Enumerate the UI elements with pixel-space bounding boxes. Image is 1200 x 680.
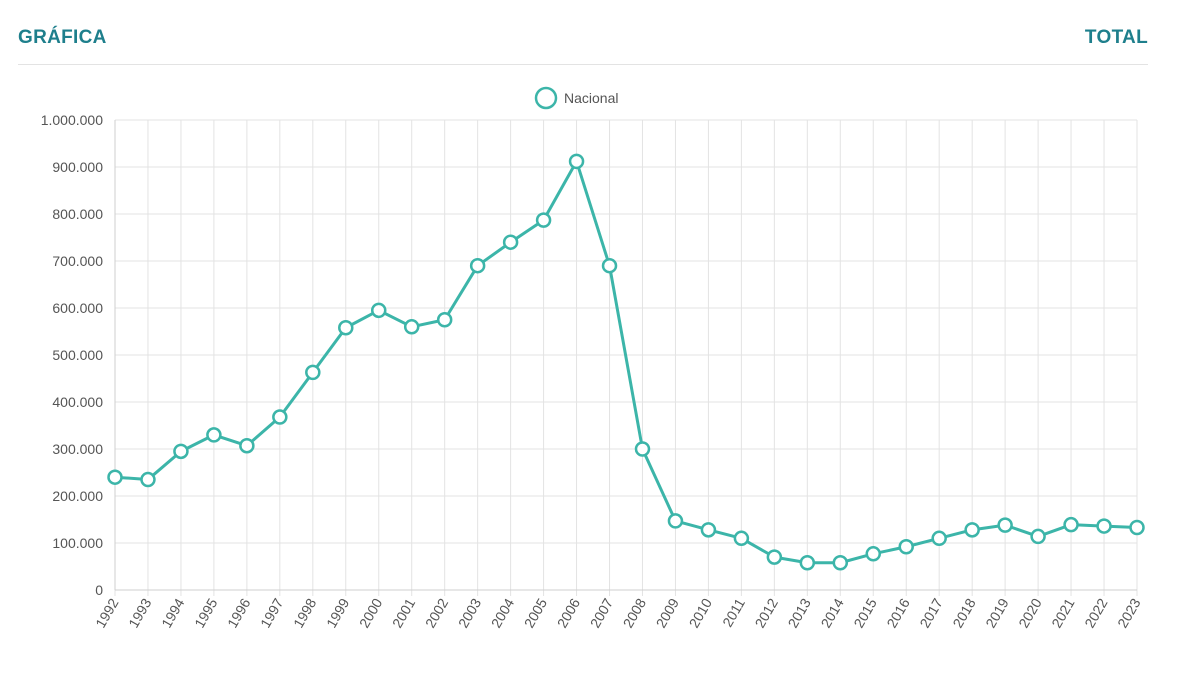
x-tick-label: 1992 xyxy=(92,595,122,630)
data-point[interactable] xyxy=(931,530,947,547)
data-point[interactable] xyxy=(107,469,123,485)
data-point[interactable] xyxy=(140,471,156,488)
data-point[interactable] xyxy=(370,302,387,319)
data-point[interactable] xyxy=(634,441,651,457)
x-tick-label: 2008 xyxy=(620,595,650,630)
data-point[interactable] xyxy=(865,546,882,562)
x-tick-label: 2005 xyxy=(521,595,551,630)
x-tick-label: 1998 xyxy=(290,595,320,630)
data-point[interactable] xyxy=(173,443,189,460)
y-tick-label: 600.000 xyxy=(52,300,103,316)
data-point[interactable] xyxy=(469,257,486,274)
x-tick-label: 2017 xyxy=(916,595,946,630)
data-point[interactable] xyxy=(997,517,1013,533)
chart-header: GRÁFICA TOTAL xyxy=(18,0,1148,65)
x-tick-label: 1994 xyxy=(158,595,188,630)
data-point[interactable] xyxy=(535,212,552,228)
x-tick-label: 2022 xyxy=(1081,595,1111,630)
y-tick-label: 100.000 xyxy=(52,535,103,551)
data-point[interactable] xyxy=(1129,519,1145,536)
x-tick-label: 2011 xyxy=(719,595,748,629)
y-tick-label: 0 xyxy=(95,582,103,598)
data-point[interactable] xyxy=(272,409,288,425)
y-tick-label: 900.000 xyxy=(52,159,103,175)
x-tick-label: 2010 xyxy=(686,595,716,630)
y-tick-label: 500.000 xyxy=(52,347,103,363)
data-point[interactable] xyxy=(436,312,453,328)
x-tick-label: 2012 xyxy=(752,595,782,630)
data-point[interactable] xyxy=(700,522,717,538)
chart-grid xyxy=(114,119,1138,596)
x-tick-label: 2013 xyxy=(784,595,814,630)
x-tick-label: 2019 xyxy=(982,595,1012,630)
data-point[interactable] xyxy=(338,319,354,336)
x-tick-label: 2023 xyxy=(1114,595,1144,630)
data-point[interactable] xyxy=(403,319,420,335)
chart-series xyxy=(107,153,1145,571)
x-tick-label: 1996 xyxy=(224,595,254,630)
data-point[interactable] xyxy=(733,530,750,547)
data-point[interactable] xyxy=(206,427,222,443)
data-point[interactable] xyxy=(568,153,585,170)
chart-axes: 0 100.000 200.000 300.000 400.000 500.000 600.… xyxy=(41,112,1144,630)
data-point[interactable] xyxy=(601,257,618,274)
x-tick-label: 2009 xyxy=(653,595,683,630)
x-tick-label: 2020 xyxy=(1015,595,1045,630)
y-tick-label: 800.000 xyxy=(52,206,103,222)
y-tick-label: 300.000 xyxy=(52,441,103,457)
tab-grafica[interactable]: GRÁFICA xyxy=(18,27,107,48)
x-tick-label: 2021 xyxy=(1048,595,1078,630)
x-tick-label: 2016 xyxy=(883,595,913,630)
y-tick-label: 700.000 xyxy=(52,253,103,269)
chart-legend: Nacional xyxy=(534,86,618,110)
legend-marker-nacional[interactable] xyxy=(534,86,558,110)
x-tick-label: 2014 xyxy=(817,595,847,630)
y-tick-label: 400.000 xyxy=(52,394,103,410)
data-point[interactable] xyxy=(799,554,816,571)
data-point[interactable] xyxy=(964,522,980,538)
series-line-nacional xyxy=(114,159,1138,565)
data-point[interactable] xyxy=(766,549,783,565)
data-point[interactable] xyxy=(1063,516,1079,533)
data-point[interactable] xyxy=(832,554,849,571)
x-tick-label: 1997 xyxy=(257,595,287,630)
x-tick-label: 2015 xyxy=(850,595,880,630)
data-point[interactable] xyxy=(305,364,321,381)
data-point[interactable] xyxy=(502,234,519,250)
data-point[interactable] xyxy=(239,437,255,454)
legend-label-nacional: Nacional xyxy=(564,90,618,106)
y-tick-label: 200.000 xyxy=(52,488,103,504)
x-tick-label: 1999 xyxy=(323,595,353,630)
data-point[interactable] xyxy=(898,539,914,555)
data-point[interactable] xyxy=(667,513,684,529)
x-tick-label: 2000 xyxy=(356,595,386,630)
x-tick-label: 2003 xyxy=(455,595,485,630)
x-tick-label: 2002 xyxy=(422,595,452,630)
y-tick-label: 1.000.000 xyxy=(41,112,103,128)
x-tick-label: 1995 xyxy=(191,595,221,630)
tab-total[interactable]: TOTAL xyxy=(1084,27,1148,48)
data-point[interactable] xyxy=(1030,528,1046,545)
x-tick-label: 2007 xyxy=(587,595,617,630)
x-tick-label: 2001 xyxy=(389,595,419,630)
data-point[interactable] xyxy=(1096,518,1112,534)
x-tick-label: 2004 xyxy=(488,595,518,630)
x-tick-label: 1993 xyxy=(125,595,155,630)
x-tick-label: 2006 xyxy=(554,595,584,630)
x-tick-label: 2018 xyxy=(949,595,979,630)
